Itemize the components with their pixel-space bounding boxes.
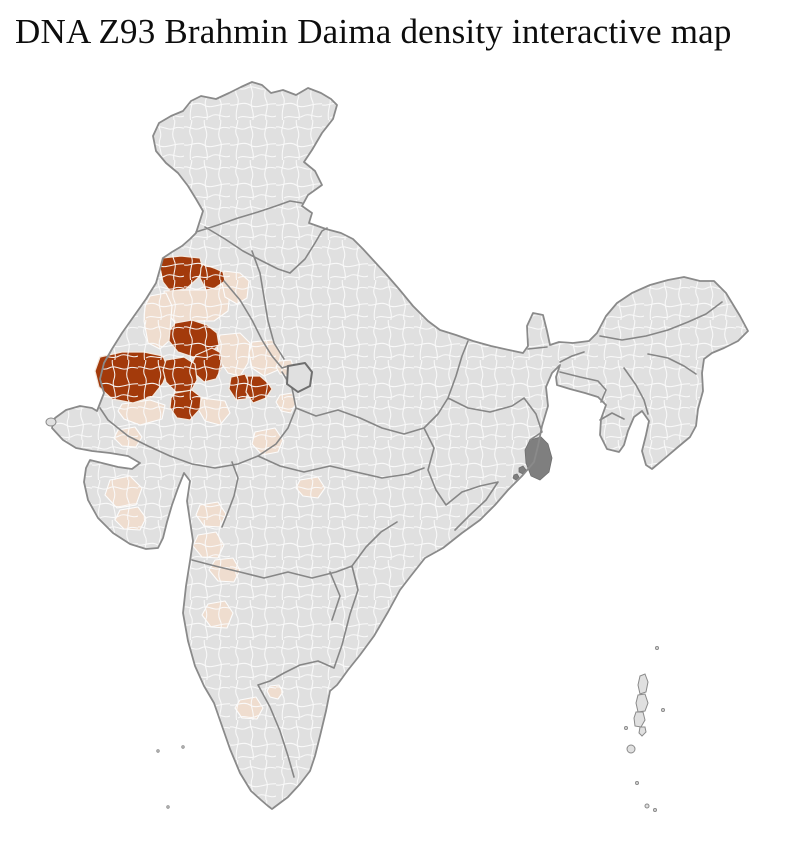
- lakshadweep-islet[interactable]: [156, 749, 160, 753]
- islands[interactable]: [45, 417, 665, 812]
- kutch-islet[interactable]: [45, 417, 57, 427]
- low-density-district[interactable]: [143, 292, 173, 350]
- nicobar-islet[interactable]: [644, 803, 650, 809]
- andaman-island[interactable]: [638, 726, 647, 737]
- andaman-islet[interactable]: [655, 646, 659, 650]
- andaman-islet[interactable]: [624, 726, 628, 730]
- nicobar-islet[interactable]: [635, 781, 639, 785]
- lakshadweep-islands[interactable]: [156, 745, 185, 809]
- andaman-island[interactable]: [637, 673, 649, 695]
- andaman-islet[interactable]: [661, 708, 665, 712]
- nicobar-island[interactable]: [626, 744, 636, 754]
- lakshadweep-islet[interactable]: [181, 745, 185, 749]
- andaman-islands[interactable]: [624, 646, 665, 812]
- page-title: DNA Z93 Brahmin Daima density interactiv…: [15, 12, 732, 51]
- sundarbans-delta[interactable]: [512, 436, 553, 481]
- andaman-island[interactable]: [633, 711, 646, 728]
- country-outline: [51, 81, 749, 810]
- andaman-island[interactable]: [635, 693, 649, 713]
- state-borders: [99, 200, 723, 778]
- nicobar-islet[interactable]: [653, 808, 657, 812]
- lakshadweep-islet[interactable]: [166, 805, 170, 809]
- delhi-boundary[interactable]: [286, 362, 313, 393]
